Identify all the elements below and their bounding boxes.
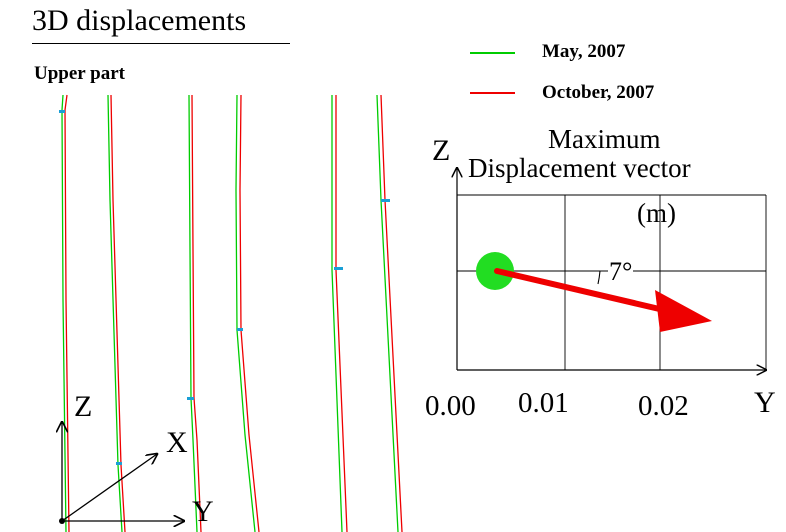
borehole-6 — [376, 94, 403, 532]
vector-title-line1: Maximum — [548, 124, 661, 154]
angle-arc — [597, 270, 601, 285]
borehole-4-october-line — [239, 94, 260, 532]
vector-y-label: Y — [754, 386, 776, 419]
vector-title-line2: Displacement vector — [468, 153, 691, 183]
figure-title: 3D displacements — [32, 4, 247, 37]
section-subtitle: Upper part — [34, 63, 125, 84]
borehole-1-may-line — [61, 94, 67, 532]
borehole-6-may-line — [376, 94, 399, 532]
borehole-3 — [187, 94, 202, 532]
displacement-arrow-head — [655, 290, 712, 332]
legend-label-october: October, 2007 — [542, 82, 655, 103]
legend-label-may: May, 2007 — [542, 41, 626, 62]
triad-x-label: X — [166, 426, 188, 459]
borehole-1 — [59, 94, 70, 532]
borehole-4 — [235, 94, 260, 532]
borehole-5 — [331, 95, 348, 532]
tick-label-1: 0.01 — [518, 387, 569, 419]
borehole-6-october-line — [380, 94, 403, 532]
title-underline — [32, 43, 290, 44]
borehole-5-depth-marker — [334, 267, 343, 270]
borehole-profiles — [59, 94, 403, 532]
borehole-5-october-line — [335, 95, 348, 532]
borehole-2-october-line — [110, 94, 126, 532]
borehole-3-october-line — [191, 94, 202, 532]
borehole-1-depth-marker — [59, 110, 65, 113]
triad-origin — [59, 518, 65, 524]
tick-label-0: 0.00 — [425, 390, 476, 422]
borehole-2 — [107, 94, 126, 532]
triad-x-axis — [61, 454, 157, 522]
borehole-3-depth-marker — [187, 397, 194, 400]
triad-z-label: Z — [74, 390, 93, 423]
axes-triad — [59, 422, 184, 524]
borehole-4-depth-marker — [237, 328, 243, 331]
legend — [470, 52, 515, 94]
displacement-arrow-shaft — [494, 268, 671, 314]
borehole-2-depth-marker — [116, 462, 122, 465]
tick-label-2: 0.02 — [638, 390, 689, 422]
vector-units: (m) — [637, 198, 676, 228]
borehole-5-may-line — [331, 95, 343, 532]
angle-label: 7° — [608, 257, 634, 286]
borehole-6-depth-marker — [381, 199, 390, 202]
borehole-2-may-line — [107, 94, 123, 532]
borehole-1-october-line — [64, 94, 70, 532]
triad-y-label: Y — [192, 495, 214, 528]
vector-z-label: Z — [432, 134, 451, 167]
